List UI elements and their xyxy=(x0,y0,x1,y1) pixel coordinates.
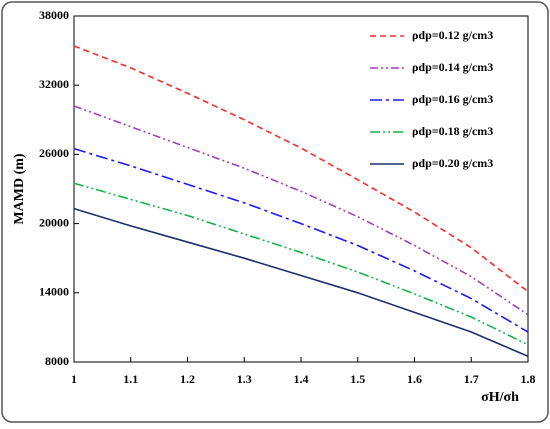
series-line xyxy=(73,105,529,316)
x-tick-label: 1.8 xyxy=(521,372,536,386)
x-tick-label: 1 xyxy=(71,372,77,386)
legend-label: ρdp=0.12 g/cm3 xyxy=(412,28,493,42)
y-axis-label: MAMD (m) xyxy=(12,153,27,224)
x-axis-label: σH/σh xyxy=(481,390,519,405)
y-tick-label: 20000 xyxy=(39,215,69,229)
legend-label: ρdp=0.14 g/cm3 xyxy=(412,60,493,74)
y-tick-label: 8000 xyxy=(45,354,69,368)
legend-label: ρdp=0.20 g/cm3 xyxy=(412,156,493,170)
x-tick-label: 1.1 xyxy=(123,372,138,386)
x-tick-label: 1.2 xyxy=(180,372,195,386)
legend-label: ρdp=0.18 g/cm3 xyxy=(412,124,493,138)
series-line xyxy=(73,182,529,346)
x-tick-label: 1.4 xyxy=(294,372,309,386)
x-tick-label: 1.7 xyxy=(464,372,479,386)
x-tick-label: 1.6 xyxy=(407,372,422,386)
y-tick-label: 26000 xyxy=(39,146,69,160)
y-tick-label: 14000 xyxy=(39,285,69,299)
series-line xyxy=(73,207,529,357)
series-line xyxy=(73,147,529,333)
legend-label: ρdp=0.16 g/cm3 xyxy=(412,92,493,106)
y-tick-label: 32000 xyxy=(39,77,69,91)
x-tick-label: 1.5 xyxy=(350,372,365,386)
x-tick-label: 1.3 xyxy=(237,372,252,386)
y-tick-label: 38000 xyxy=(39,8,69,22)
series-line xyxy=(73,45,529,293)
